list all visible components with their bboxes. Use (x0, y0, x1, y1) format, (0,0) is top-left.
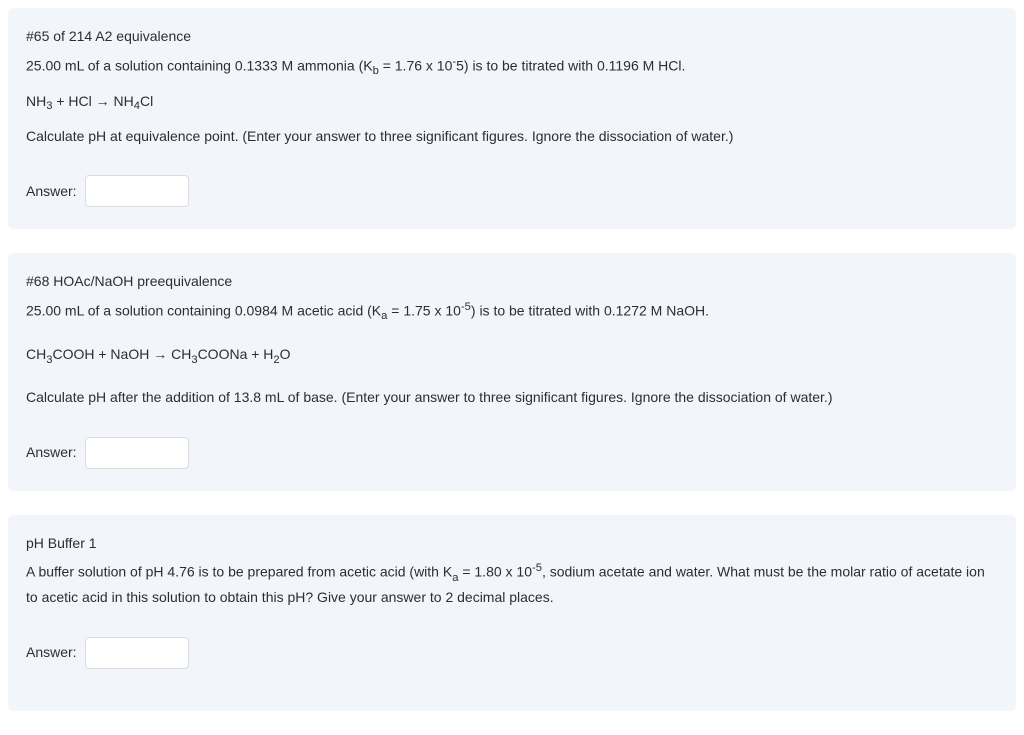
text-fragment: COONa + H (198, 346, 274, 362)
question-card-65: #65 of 214 A2 equivalence 25.00 mL of a … (8, 8, 1016, 229)
equation: CH3COOH + NaOH → CH3COONa + H2O (26, 344, 998, 369)
question-card-68: #68 HOAc/NaOH preequivalence 25.00 mL of… (8, 253, 1016, 490)
text-fragment: = 1.80 x 10 (458, 564, 532, 580)
question-title: #68 HOAc/NaOH preequivalence (26, 271, 998, 293)
answer-row: Answer: (26, 437, 998, 469)
answer-label: Answer: (26, 442, 77, 464)
text-fragment: COOH + NaOH → CH (52, 346, 191, 362)
text-fragment: CH (26, 346, 46, 362)
text-fragment: NH (26, 93, 46, 109)
text-fragment: + HCl → NH (52, 93, 133, 109)
text-fragment: A buffer solution of pH 4.76 is to be pr… (26, 564, 452, 580)
superscript: -5 (532, 560, 542, 577)
text-fragment: O (280, 346, 291, 362)
question-title: pH Buffer 1 (26, 533, 998, 555)
text-fragment: 25.00 mL of a solution containing 0.1333… (26, 57, 373, 73)
text-fragment: = 1.75 x 10 (387, 303, 461, 319)
answer-label: Answer: (26, 181, 77, 203)
question-title: #65 of 214 A2 equivalence (26, 26, 998, 48)
question-text: 25.00 mL of a solution containing 0.1333… (26, 54, 998, 81)
question-text: A buffer solution of pH 4.76 is to be pr… (26, 560, 998, 609)
instruction: Calculate pH at equivalence point. (Ente… (26, 126, 998, 148)
text-fragment: Cl (140, 93, 153, 109)
text-fragment: ) is to be titrated with 0.1272 M NaOH. (471, 303, 709, 319)
answer-input[interactable] (85, 437, 189, 469)
answer-label: Answer: (26, 642, 77, 664)
superscript: -5 (461, 299, 471, 316)
question-card-buffer: pH Buffer 1 A buffer solution of pH 4.76… (8, 515, 1016, 711)
text-fragment: 5) is to be titrated with 0.1196 M HCl. (456, 57, 685, 73)
answer-input[interactable] (85, 175, 189, 207)
answer-row: Answer: (26, 637, 998, 669)
question-text: 25.00 mL of a solution containing 0.0984… (26, 299, 998, 326)
instruction: Calculate pH after the addition of 13.8 … (26, 387, 998, 409)
answer-row: Answer: (26, 175, 998, 207)
answer-input[interactable] (85, 637, 189, 669)
equation: NH3 + HCl → NH4Cl (26, 91, 998, 116)
text-fragment: 25.00 mL of a solution containing 0.0984… (26, 303, 381, 319)
text-fragment: = 1.76 x 10 (379, 57, 453, 73)
